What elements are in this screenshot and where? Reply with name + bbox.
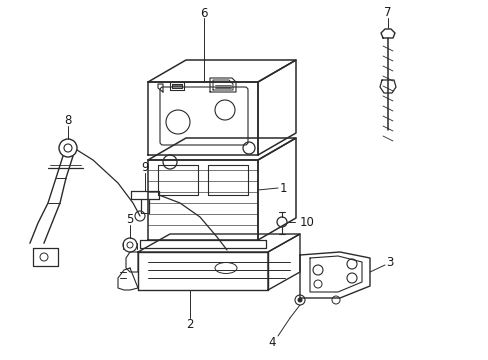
Text: 1: 1 <box>279 181 286 194</box>
Circle shape <box>297 298 302 302</box>
Text: 10: 10 <box>299 216 314 229</box>
Text: 5: 5 <box>126 212 133 225</box>
Text: 2: 2 <box>186 319 193 332</box>
Text: 9: 9 <box>141 161 148 174</box>
Text: 3: 3 <box>386 256 393 270</box>
Text: 8: 8 <box>64 113 72 126</box>
Text: 6: 6 <box>200 6 207 19</box>
Text: 7: 7 <box>384 5 391 18</box>
Text: 4: 4 <box>268 336 275 348</box>
